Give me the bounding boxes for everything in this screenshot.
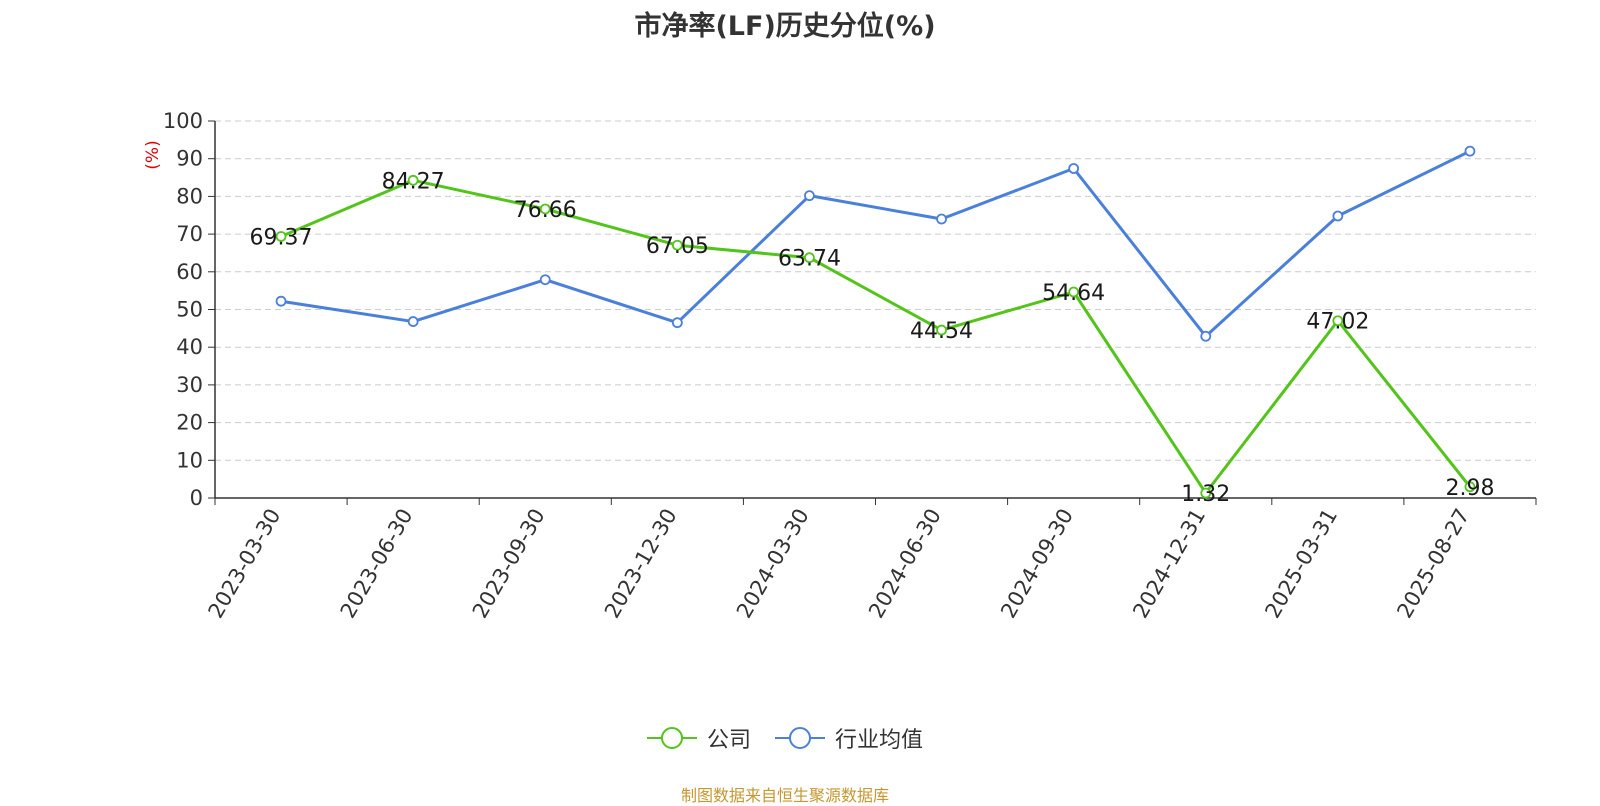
data-labels: 69.37 84.27 76.66 67.05 63.74 44.54 54.64 1.32 4… xyxy=(250,169,1495,507)
data-point xyxy=(1068,163,1080,174)
series-line xyxy=(280,149,1471,338)
y-tick-label: 10 xyxy=(176,448,203,472)
data-point xyxy=(804,252,815,264)
data-point xyxy=(539,203,551,215)
legend-item-industry[interactable]: 行业均值 xyxy=(775,722,923,754)
axes: 0 10 20 30 40 50 60 70 80 90 100 2023-03-30 2023-06-… xyxy=(163,109,1537,623)
x-tick-label: 2025-03-31 xyxy=(1260,505,1342,623)
series-line xyxy=(280,178,1472,495)
x-tick-label: 2024-09-30 xyxy=(996,505,1078,623)
x-tick-label: 2023-12-30 xyxy=(600,505,682,623)
data-point xyxy=(936,324,947,336)
data-point xyxy=(1332,210,1344,222)
x-tick-label: 2024-03-30 xyxy=(732,505,814,623)
data-point xyxy=(936,213,947,225)
data-label: 63.74 xyxy=(778,247,841,272)
legend-marker-company xyxy=(646,727,697,749)
data-label: 2.98 xyxy=(1445,476,1494,501)
data-point xyxy=(804,190,815,202)
data-point xyxy=(539,274,551,286)
data-point xyxy=(1332,315,1344,327)
y-tick-label: 80 xyxy=(176,184,203,208)
y-tick-label: 90 xyxy=(176,147,203,171)
legend: 公司 行业均值 xyxy=(0,722,1570,754)
series-lines xyxy=(275,145,1476,499)
data-label: 44.54 xyxy=(910,319,973,344)
legend-label-company: 公司 xyxy=(706,728,751,753)
data-point xyxy=(275,295,287,307)
data-label: 47.02 xyxy=(1306,310,1369,335)
y-tick-label: 30 xyxy=(176,373,203,397)
data-label: 54.64 xyxy=(1042,281,1105,306)
legend-label-industry: 行业均值 xyxy=(835,728,924,753)
y-tick-label: 40 xyxy=(176,335,203,359)
data-point xyxy=(407,174,419,186)
x-tick-label: 2023-03-30 xyxy=(204,505,286,623)
data-point xyxy=(1464,145,1476,157)
data-label: 67.05 xyxy=(646,234,709,259)
y-tick-label: 0 xyxy=(190,486,203,510)
legend-item-company[interactable]: 公司 xyxy=(646,722,751,754)
x-tick-label: 2023-06-30 xyxy=(336,505,418,623)
data-label: 1.32 xyxy=(1181,482,1230,507)
chart-title: 市净率(LF)历史分位(%) xyxy=(634,11,936,42)
data-point xyxy=(671,317,683,329)
data-point xyxy=(671,239,683,251)
data-point xyxy=(407,316,419,327)
data-label: 84.27 xyxy=(382,169,445,194)
y-tick-label: 60 xyxy=(176,260,203,284)
data-point xyxy=(1200,330,1212,342)
data-label: 69.37 xyxy=(250,225,313,250)
data-point xyxy=(275,231,287,242)
data-point xyxy=(1464,481,1476,493)
x-tick-label: 2024-12-31 xyxy=(1128,505,1210,623)
data-point xyxy=(1200,487,1212,499)
y-axis-label: (%) xyxy=(143,140,163,169)
x-tick-label: 2025-08-27 xyxy=(1392,505,1474,623)
source-footer: 制图数据来自恒生聚源数据库 xyxy=(680,786,889,805)
y-tick-label: 50 xyxy=(176,298,203,322)
y-tick-label: 100 xyxy=(163,109,203,133)
x-tick-label: 2024-06-30 xyxy=(864,505,946,623)
data-label: 76.66 xyxy=(514,198,577,223)
legend-marker-industry xyxy=(775,727,825,749)
x-tick-label: 2023-09-30 xyxy=(468,505,550,623)
y-tick-label: 70 xyxy=(176,222,203,246)
data-point xyxy=(1068,286,1080,298)
y-tick-label: 20 xyxy=(176,411,203,435)
